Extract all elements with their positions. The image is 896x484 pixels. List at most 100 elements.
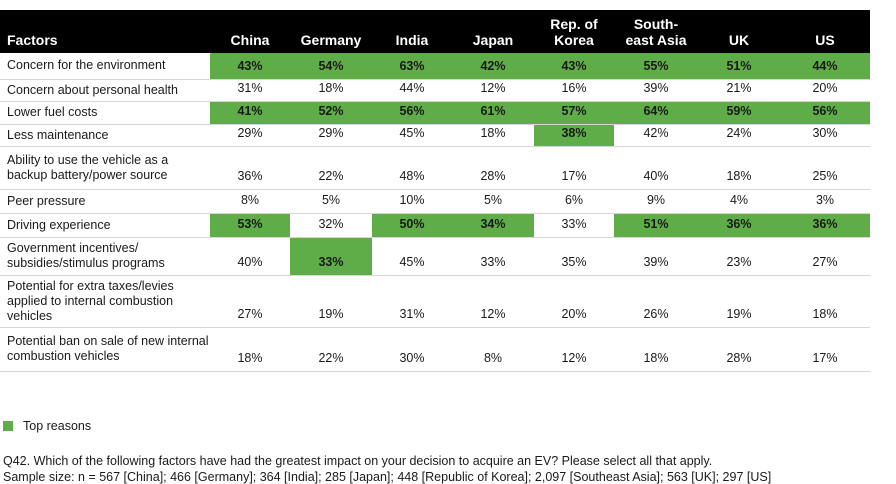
legend-label: Top reasons [23,419,92,433]
value-cell: 22% [290,146,372,190]
value-cell: 12% [452,79,534,102]
col-header-us: US [780,10,870,53]
factor-label: Government incentives/ subsidies/stimulu… [0,237,210,276]
col-label: US [815,32,835,48]
value-cell: 8% [210,189,290,214]
sample-size-note: Sample size: n = 567 [China]; 466 [Germa… [3,470,772,484]
value-cell: 63% [372,53,452,80]
value-cell: 57% [534,101,614,125]
value-cell: 33% [452,237,534,276]
value-cell: 18% [452,124,534,147]
value-cell: 3% [780,189,870,214]
value-cell: 6% [534,189,614,214]
value-cell: 20% [534,275,614,328]
value-cell: 35% [534,237,614,276]
value-cell: 44% [780,53,870,80]
factor-label: Ability to use the vehicle as a backup b… [0,146,210,190]
col-header-southeast-asia: South-east Asia [614,10,698,53]
col-header-japan: Japan [452,10,534,53]
value-cell: 22% [290,327,372,372]
legend-swatch [3,421,13,431]
factors-header: Factors [0,10,210,53]
factor-label: Potential ban on sale of new internal co… [0,327,210,372]
col-label: South-east Asia [625,16,687,48]
value-cell: 19% [698,275,780,328]
header-row: Factors China Germany India Japan Rep. o… [0,10,870,53]
factor-label: Potential for extra taxes/levies applied… [0,275,210,328]
col-label: Germany [300,32,362,48]
value-cell: 51% [698,53,780,80]
value-cell: 23% [698,237,780,276]
value-cell: 51% [614,213,698,238]
col-label: India [395,32,429,48]
value-cell: 19% [290,275,372,328]
factor-label: Driving experience [0,213,210,238]
value-cell: 12% [534,327,614,372]
value-cell: 33% [290,237,372,276]
value-cell: 10% [372,189,452,214]
col-label: Japan [472,32,514,48]
value-cell: 30% [372,327,452,372]
table-row: Ability to use the vehicle as a backup b… [0,146,870,190]
value-cell: 34% [452,213,534,238]
value-cell: 41% [210,101,290,125]
value-cell: 5% [290,189,372,214]
value-cell: 18% [780,275,870,328]
value-cell: 32% [290,213,372,238]
value-cell: 18% [210,327,290,372]
value-cell: 39% [614,237,698,276]
value-cell: 56% [780,101,870,125]
table-row: Potential ban on sale of new internal co… [0,327,870,372]
factor-label: Peer pressure [0,189,210,214]
value-cell: 21% [698,79,780,102]
legend: Top reasons [3,419,91,433]
table-body: Concern for the environment 43% 54% 63% 42% 4… [0,53,870,372]
value-cell: 43% [534,53,614,80]
col-header-china: China [210,10,290,53]
factor-label: Lower fuel costs [0,101,210,125]
col-header-korea: Rep. of Korea [534,10,614,53]
value-cell: 53% [210,213,290,238]
value-cell: 40% [614,146,698,190]
value-cell: 18% [698,146,780,190]
col-label: China [230,32,270,48]
value-cell: 33% [534,213,614,238]
value-cell: 36% [780,213,870,238]
col-header-india: India [372,10,452,53]
value-cell: 5% [452,189,534,214]
value-cell: 30% [780,124,870,147]
table-row: Concern about personal health 31% 18% 44% 12… [0,79,870,102]
value-cell: 43% [210,53,290,80]
table-row: Less maintenance 29% 29% 45% 18% 38% 42% 24% 30% [0,124,870,147]
col-label: Rep. of Korea [550,16,598,48]
value-cell: 12% [452,275,534,328]
value-cell: 52% [290,101,372,125]
table-row: Concern for the environment 43% 54% 63% 42% 4… [0,53,870,80]
value-cell: 20% [780,79,870,102]
value-cell: 29% [210,124,290,147]
value-cell: 25% [780,146,870,190]
value-cell: 45% [372,237,452,276]
value-cell: 61% [452,101,534,125]
value-cell: 8% [452,327,534,372]
table-row: Government incentives/ subsidies/stimulu… [0,237,870,276]
value-cell: 18% [290,79,372,102]
value-cell: 17% [534,146,614,190]
value-cell: 28% [698,327,780,372]
table-row: Driving experience 53% 32% 50% 34% 33% 51% 36% 3… [0,213,870,238]
question-note: Q42. Which of the following factors have… [3,454,713,468]
value-cell: 40% [210,237,290,276]
value-cell: 18% [614,327,698,372]
value-cell: 54% [290,53,372,80]
value-cell: 55% [614,53,698,80]
table-row: Peer pressure 8% 5% 10% 5% 6% 9% 4% 3% [0,189,870,214]
value-cell: 45% [372,124,452,147]
col-label: UK [728,32,750,48]
factor-label: Concern for the environment [0,53,210,80]
value-cell: 36% [698,213,780,238]
value-cell: 29% [290,124,372,147]
col-header-uk: UK [698,10,780,53]
factor-label: Less maintenance [0,124,210,147]
ev-factors-table: Factors China Germany India Japan Rep. o… [0,10,870,372]
value-cell: 4% [698,189,780,214]
